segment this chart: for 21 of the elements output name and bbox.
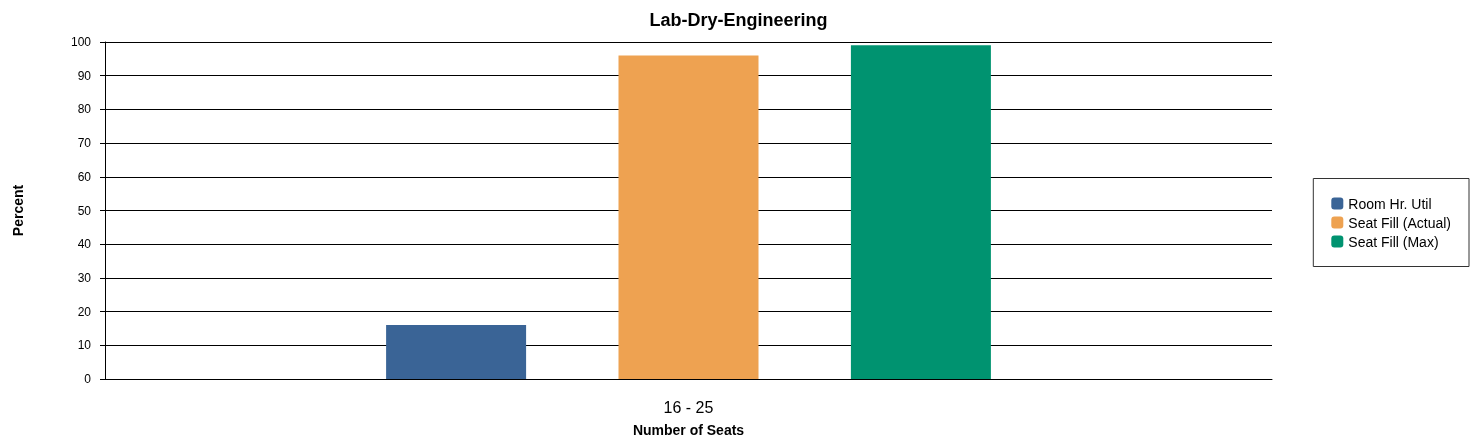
y-tick-label: 20 [77,304,92,319]
legend-label: Room Hr. Util [1348,195,1432,212]
bar [386,325,527,379]
y-tick-label: 30 [77,270,92,285]
y-tick-label: 60 [77,169,92,184]
x-tick-label: 16 - 25 [663,398,714,416]
y-tick-label: 90 [77,68,92,83]
y-tick-label: 10 [77,338,92,353]
legend-label: Seat Fill (Max) [1348,233,1439,250]
bar [618,55,759,379]
y-tick-label: 0 [84,372,92,386]
chart-title: Lab-Dry-Engineering [649,10,828,30]
x-axis-title: Number of Seats [632,422,745,438]
legend-label: Seat Fill (Actual) [1348,214,1452,231]
y-tick-label: 100 [70,35,92,49]
bar [850,45,991,379]
y-axis-title: Percent [10,184,26,237]
y-tick-label: 50 [77,203,92,218]
y-tick-label: 80 [77,102,92,117]
y-tick-label: 40 [77,237,92,252]
y-tick-label: 70 [77,136,92,151]
